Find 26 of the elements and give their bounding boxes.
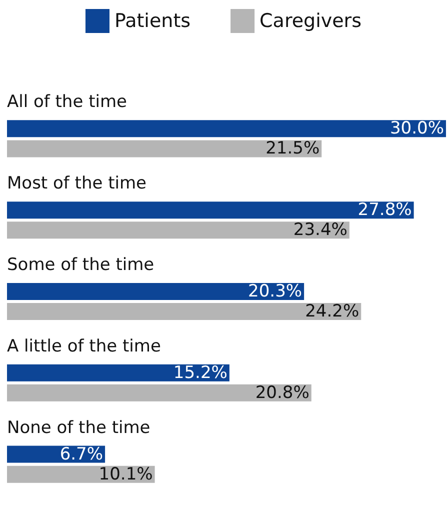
data-label: 20.3% [248,281,302,302]
y-tick-label: All of the time [7,92,127,112]
y-tick-label: Most of the time [7,174,146,194]
bar [7,364,230,382]
data-label: 21.5% [266,138,320,159]
data-label: 27.8% [358,200,412,220]
data-label: 24.2% [305,302,360,322]
data-label: 15.2% [173,362,228,383]
data-label: 20.8% [255,382,310,403]
y-tick-label: None of the time [7,418,150,438]
bar [7,140,322,158]
bar [7,282,304,300]
bar [7,303,362,320]
legend-label: Caregivers [260,10,362,32]
legend-label: Patients [114,10,191,32]
y-tick-label: Some of the time [7,255,154,275]
bar [7,466,155,483]
data-label: 30.0% [390,118,444,139]
data-label: 23.4% [293,220,348,240]
data-label: 10.1% [98,464,153,484]
bar [7,384,312,402]
bar [7,222,350,239]
data-label: 6.7% [60,444,104,464]
bar [7,120,446,138]
bar [7,202,414,219]
y-tick-label: A little of the time [7,336,161,356]
